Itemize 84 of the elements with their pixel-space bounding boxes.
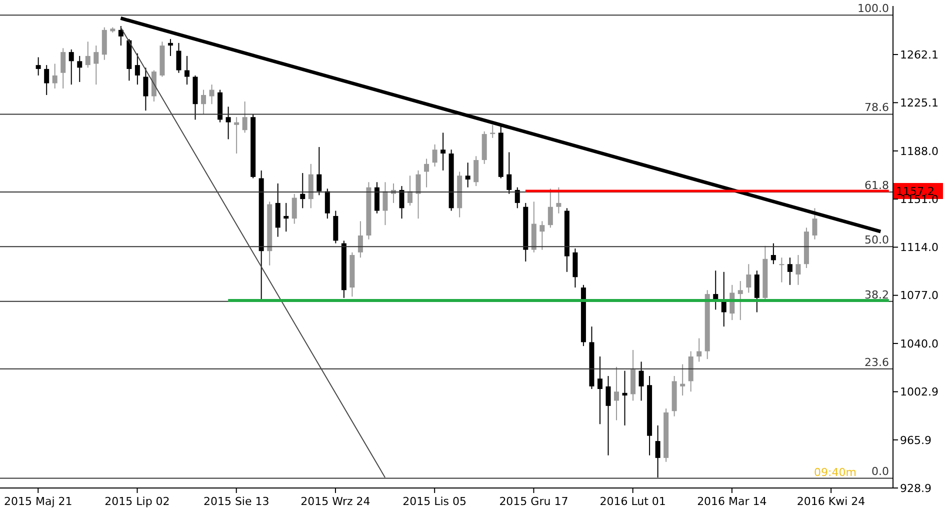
- y-tick-label: 965.9: [900, 434, 932, 447]
- candlestick: [606, 375, 611, 456]
- candlestick: [382, 182, 388, 226]
- y-tick-label: 1262.1: [900, 48, 938, 62]
- y-tick-label: 1114.0: [900, 241, 938, 254]
- candlestick: [597, 356, 602, 425]
- candlestick: [201, 89, 206, 115]
- x-tick-label: 2016 Lut 01: [600, 495, 666, 508]
- candlestick: [226, 106, 231, 140]
- candlestick: [416, 170, 421, 220]
- candlestick: [622, 370, 628, 426]
- candlestick: [300, 172, 306, 209]
- candlestick: [44, 64, 50, 96]
- candlestick: [358, 220, 363, 258]
- candlestick: [408, 175, 413, 206]
- x-tick-label: 2015 Maj 21: [4, 495, 72, 508]
- candlestick: [796, 254, 801, 286]
- candlestick: [474, 156, 479, 187]
- candlestick: [134, 52, 140, 86]
- y-tick-label: 1002.9: [900, 386, 938, 399]
- candlestick: [440, 132, 446, 171]
- x-tick-label: 2015 Sie 13: [203, 495, 270, 508]
- candlestick: [465, 162, 470, 188]
- candlestick: [614, 366, 619, 421]
- candlestick: [85, 41, 90, 68]
- candlestick: [738, 280, 743, 321]
- candlestick: [424, 158, 430, 188]
- candlestick: [176, 42, 182, 74]
- candlestick: [292, 193, 297, 224]
- candlestick: [754, 270, 760, 313]
- ref-line-label: 23.6: [864, 356, 889, 369]
- ref-line-label: 50.0: [864, 234, 889, 247]
- candlestick: [118, 26, 124, 46]
- candlestick: [721, 271, 726, 328]
- x-tick-label: 2015 Gru 17: [499, 495, 568, 508]
- candlestick: [143, 67, 148, 112]
- candlestick: [514, 186, 520, 209]
- candlestick: [746, 264, 752, 294]
- ref-line-label: 38.2: [864, 288, 889, 302]
- ref-line-label: 78.6: [864, 101, 889, 114]
- x-tick-label: 2015 Wrz 24: [300, 495, 370, 508]
- candlestick: [316, 146, 322, 196]
- ref-line-label: 61.8: [864, 179, 889, 192]
- candlestick: [696, 338, 702, 362]
- y-tick-label: 1040.0: [900, 337, 938, 350]
- candlestick: [556, 186, 562, 214]
- candlestick: [209, 84, 214, 105]
- candlestick: [36, 56, 41, 76]
- candlestick: [655, 424, 660, 478]
- candlestick: [168, 38, 173, 56]
- candlestick: [779, 257, 784, 283]
- candlestick: [60, 48, 66, 89]
- candlestick: [506, 152, 512, 194]
- candlestick: [77, 55, 82, 82]
- candlestick: [374, 182, 380, 214]
- candlestick: [284, 202, 289, 232]
- candlestick: [234, 116, 240, 154]
- y-tick-label: 1188.0: [900, 144, 938, 158]
- x-tick-label: 2016 Mar 14: [697, 495, 767, 508]
- candlestick: [52, 63, 58, 89]
- candlestick: [548, 188, 553, 228]
- ref-line-label: 100.0: [858, 2, 889, 16]
- candlestick: [184, 55, 190, 86]
- x-tick-label: 2015 Lip 02: [104, 495, 170, 508]
- annotation: 09:40m: [814, 466, 856, 479]
- candlestick: [399, 186, 404, 220]
- x-tick-label: 2016 Kwi 24: [796, 495, 866, 508]
- candlestick: [812, 208, 818, 240]
- y-tick-label: 1077.0: [900, 289, 938, 302]
- candlestick: [242, 100, 248, 134]
- candlestick: [68, 48, 74, 86]
- candlestick: [638, 361, 644, 402]
- candlestick: [432, 144, 438, 168]
- candlestick: [490, 124, 496, 138]
- y-tick-label: 1225.1: [900, 96, 938, 110]
- x-tick-label: 2015 Lis 05: [402, 495, 467, 508]
- candlestick: [540, 220, 545, 250]
- candlestick: [680, 364, 686, 396]
- candlestick: [787, 257, 792, 286]
- ref-line-label: 0.0: [872, 465, 889, 478]
- y-tick-label: 928.9: [900, 482, 932, 495]
- candlestick: [324, 188, 330, 220]
- candlestick: [94, 45, 99, 86]
- candlestick: [770, 242, 776, 265]
